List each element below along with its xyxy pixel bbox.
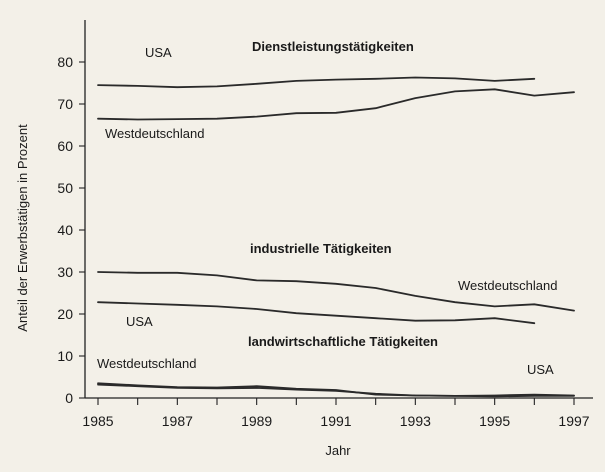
x-tick-label: 1993 <box>400 413 431 429</box>
y-tick-label: 50 <box>57 180 73 196</box>
label-usa-agriculture: USA <box>527 362 554 377</box>
label-westdeutschland-industry: Westdeutschland <box>458 278 558 293</box>
series-line-2 <box>97 271 575 312</box>
label-usa-services: USA <box>145 45 172 60</box>
series-line-5 <box>97 383 575 398</box>
series-line-4 <box>97 382 575 397</box>
series-line-0 <box>97 76 536 89</box>
y-tick-label: 70 <box>57 96 73 112</box>
y-tick-label: 40 <box>57 222 73 238</box>
y-ticks: 0 10 20 30 40 50 60 70 80 <box>57 54 85 406</box>
y-tick-label: 20 <box>57 306 73 322</box>
x-tick-label: 1991 <box>320 413 351 429</box>
x-tick-label: 1987 <box>162 413 193 429</box>
annotations: Dienstleistungstätigkeiten industrielle … <box>97 39 558 377</box>
y-tick-label: 0 <box>65 390 73 406</box>
label-westdeutschland-services: Westdeutschland <box>105 126 205 141</box>
annotation-industry: industrielle Tätigkeiten <box>250 241 392 256</box>
y-tick-label: 30 <box>57 264 73 280</box>
y-tick-label: 60 <box>57 138 73 154</box>
axes <box>84 20 593 399</box>
x-ticks: 1985 1987 1989 1991 1993 1995 1997 <box>82 398 590 429</box>
series-line-3 <box>97 301 536 325</box>
annotation-services: Dienstleistungstätigkeiten <box>252 39 414 54</box>
x-tick-label: 1997 <box>558 413 589 429</box>
x-tick-label: 1985 <box>82 413 113 429</box>
label-usa-industry: USA <box>126 314 153 329</box>
y-tick-label: 10 <box>57 348 73 364</box>
y-axis-title: Anteil der Erwerbstätigen in Prozent <box>15 124 30 332</box>
x-tick-label: 1989 <box>241 413 272 429</box>
series-line-1 <box>97 88 575 121</box>
x-axis-title: Jahr <box>325 443 351 458</box>
x-tick-label: 1995 <box>479 413 510 429</box>
annotation-agriculture: landwirtschaftliche Tätigkeiten <box>248 334 438 349</box>
series-lines <box>97 76 575 398</box>
label-westdeutschland-agriculture: Westdeutschland <box>97 356 197 371</box>
y-tick-label: 80 <box>57 54 73 70</box>
